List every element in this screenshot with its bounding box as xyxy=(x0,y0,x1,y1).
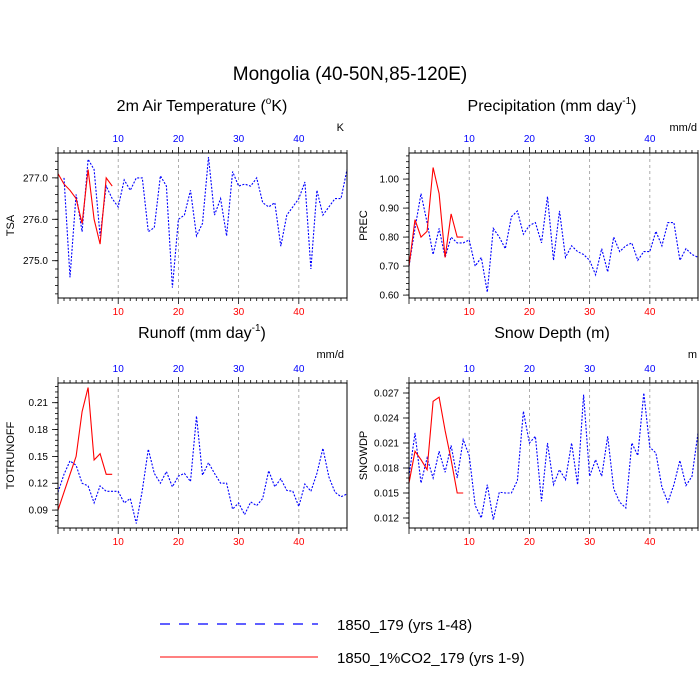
y-tick-label: 0.90 xyxy=(380,204,400,215)
y-tick-label: 0.80 xyxy=(380,233,400,244)
x-tick-label-bottom: 10 xyxy=(464,307,476,318)
x-tick-label-top: 40 xyxy=(293,364,305,375)
y-tick-label: 0.018 xyxy=(374,464,399,475)
y-tick-label: 0.015 xyxy=(374,489,399,500)
y-axis-label: PREC xyxy=(358,210,370,241)
x-tick-label-bottom: 20 xyxy=(524,537,536,548)
x-tick-label-top: 10 xyxy=(113,134,125,145)
x-tick-label-top: 40 xyxy=(293,134,305,145)
panel-snowdp: Snow Depth (m) m SNOWDP 10 10 20 20 30 30 40 40 0.0… xyxy=(358,325,699,548)
legend: 1850_179 (yrs 1-48) 1850_1%CO2_179 (yrs … xyxy=(160,617,525,667)
panel-title-superscript: -1 xyxy=(622,96,631,107)
x-tick-label-bottom: 30 xyxy=(233,307,245,318)
panel-title-superscript: o xyxy=(266,96,272,107)
y-tick-label: 276.0 xyxy=(23,215,48,226)
x-tick-label-top: 20 xyxy=(173,364,185,375)
y-tick-label: 1.00 xyxy=(380,175,400,186)
x-tick-label-top: 10 xyxy=(113,364,125,375)
x-tick-label-bottom: 10 xyxy=(113,307,125,318)
x-tick-label-top: 20 xyxy=(524,364,536,375)
x-tick-label-bottom: 30 xyxy=(584,307,596,318)
x-tick-label-bottom: 30 xyxy=(233,537,245,548)
plot-frame xyxy=(408,382,699,529)
panel-unit-label: mm/d xyxy=(670,122,698,134)
series-line-co2 xyxy=(409,396,464,494)
x-tick-label-top: 40 xyxy=(644,134,656,145)
plot-frame xyxy=(408,152,699,299)
panel-title-tail: K) xyxy=(271,98,287,115)
y-tick-label: 0.12 xyxy=(29,479,49,490)
y-tick-label: 0.18 xyxy=(29,425,49,436)
panel-unit-label: K xyxy=(337,122,345,134)
panel-title-tail: ) xyxy=(631,98,636,115)
x-tick-label-bottom: 30 xyxy=(584,537,596,548)
panel-prec: Precipitation (mm day-1) mm/d PREC 10 10 20 20… xyxy=(358,96,699,318)
series-line-control xyxy=(409,392,698,520)
series-line-co2 xyxy=(58,387,113,511)
x-tick-label-top: 30 xyxy=(584,134,596,145)
series-line-co2 xyxy=(58,169,113,245)
panel-title: 2m Air Temperature (oK) xyxy=(117,96,288,115)
panel-unit-label: mm/d xyxy=(317,349,345,361)
x-tick-label-bottom: 20 xyxy=(173,537,185,548)
y-tick-label: 0.027 xyxy=(374,389,399,400)
y-tick-label: 0.70 xyxy=(380,262,400,273)
panel-title-superscript: -1 xyxy=(252,323,261,334)
y-axis-label: SNOWDP xyxy=(358,431,370,481)
y-axis-label: TSA xyxy=(5,214,17,236)
y-tick-label: 0.012 xyxy=(374,514,399,525)
series-line-control xyxy=(409,193,698,293)
y-tick-label: 0.024 xyxy=(374,414,399,425)
panel-totrunoff: Runoff (mm day-1) mm/d TOTRUNOFF 10 10 20 20 30… xyxy=(5,323,348,548)
y-tick-label: 0.09 xyxy=(29,506,49,517)
x-tick-label-bottom: 40 xyxy=(293,307,305,318)
x-tick-label-top: 30 xyxy=(233,364,245,375)
legend-label-control: 1850_179 (yrs 1-48) xyxy=(337,617,472,634)
series-line-co2 xyxy=(409,167,464,267)
plot-frame xyxy=(57,382,348,529)
x-tick-label-bottom: 20 xyxy=(173,307,185,318)
y-tick-label: 275.0 xyxy=(23,256,48,267)
x-tick-label-top: 20 xyxy=(524,134,536,145)
y-axis-label: TOTRUNOFF xyxy=(5,421,17,489)
x-tick-label-bottom: 40 xyxy=(644,307,656,318)
plot-frame xyxy=(57,152,348,299)
panel-title: Precipitation (mm day-1) xyxy=(468,96,637,115)
x-tick-label-top: 30 xyxy=(233,134,245,145)
y-tick-label: 0.15 xyxy=(29,452,49,463)
panel-title: Runoff (mm day-1) xyxy=(138,323,266,342)
y-tick-label: 277.0 xyxy=(23,173,48,184)
x-tick-label-bottom: 40 xyxy=(644,537,656,548)
x-tick-label-bottom: 40 xyxy=(293,537,305,548)
panel-title: Snow Depth (m) xyxy=(494,325,610,342)
x-tick-label-top: 10 xyxy=(464,364,476,375)
x-tick-label-top: 30 xyxy=(584,364,596,375)
figure-title: Mongolia (40-50N,85-120E) xyxy=(233,64,467,85)
x-tick-label-bottom: 10 xyxy=(464,537,476,548)
y-tick-label: 0.60 xyxy=(380,291,400,302)
series-line-control xyxy=(58,416,347,524)
panel-unit-label: m xyxy=(688,349,697,361)
x-tick-label-bottom: 20 xyxy=(524,307,536,318)
legend-label-co2: 1850_1%CO2_179 (yrs 1-9) xyxy=(337,650,525,667)
chart-panels: 2m Air Temperature (oK) K TSA 10 10 20 20 30 30 4… xyxy=(5,96,699,548)
series-line-control xyxy=(63,157,347,288)
panel-tsa: 2m Air Temperature (oK) K TSA 10 10 20 20 30 30 4… xyxy=(5,96,348,318)
panel-title-tail: ) xyxy=(261,325,266,342)
x-tick-label-top: 20 xyxy=(173,134,185,145)
x-tick-label-top: 40 xyxy=(644,364,656,375)
x-tick-label-top: 10 xyxy=(464,134,476,145)
y-tick-label: 0.21 xyxy=(29,398,49,409)
x-tick-label-bottom: 10 xyxy=(113,537,125,548)
y-tick-label: 0.021 xyxy=(374,439,399,450)
